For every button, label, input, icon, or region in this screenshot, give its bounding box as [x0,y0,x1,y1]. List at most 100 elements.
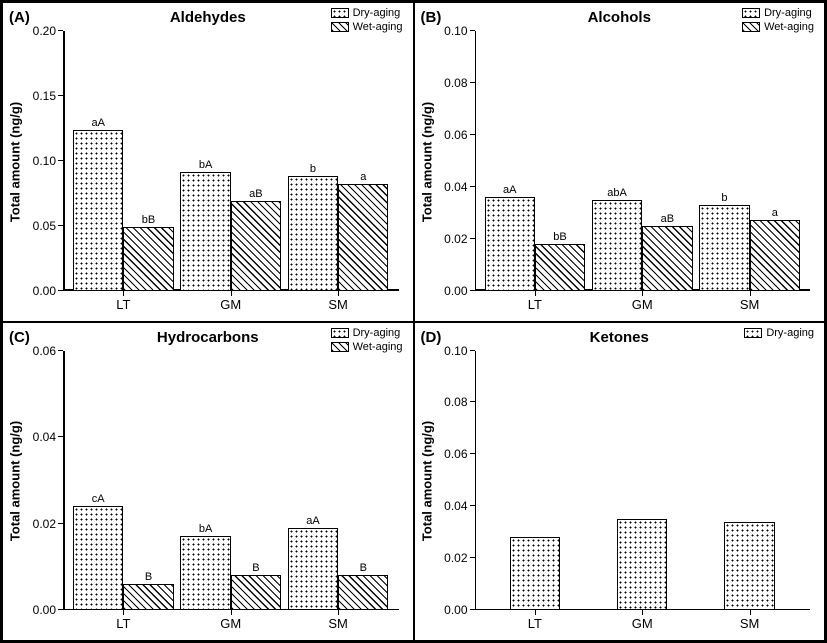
bar-annotation: cA [92,493,105,505]
y-tick [470,350,475,351]
x-tick [642,291,643,296]
bar-annotation: aA [306,515,319,527]
panel-label: (B) [421,9,442,26]
bar-dry [724,522,774,610]
y-tick-label: 0.08 [444,76,467,90]
bar-dry [617,519,667,610]
bar-annotation: B [360,562,367,574]
bar-annotation: bB [142,214,155,226]
figure-container: (A)AldehydesDry-agingWet-agingTotal amou… [0,0,827,643]
x-tick-label: GM [220,616,241,631]
y-tick-label: 0.10 [33,154,56,168]
bar-wet: bB [123,227,173,291]
panel-label: (C) [9,329,30,346]
y-tick-label: 0.02 [444,232,467,246]
y-axis-line [63,351,65,611]
bar-annotation: abA [607,187,627,199]
y-tick [470,134,475,135]
bar-wet: a [750,220,800,290]
plot-region: 0.000.020.040.060.080.10LTaAbBGMabAaBSMb… [475,31,811,291]
x-tick-label: LT [116,297,130,312]
bar-annotation: a [360,171,366,183]
y-tick-label: 0.08 [444,395,467,409]
y-axis-label: Total amount (ng/g) [8,102,23,222]
bar-annotation: aB [249,188,262,200]
bar-dry [510,537,560,610]
bar-dry: b [288,176,338,290]
chart-title: Aldehydes [170,9,246,26]
panel-label: (A) [9,9,30,26]
bar-annotation: aA [91,117,104,129]
chart-area: 0.000.020.040.060.080.10LTGMSM [475,351,811,611]
legend-item-dry: Dry-aging [331,327,403,339]
bar-dry: aA [485,197,535,290]
x-tick-label: SM [328,616,348,631]
y-tick [58,95,63,96]
bar-dry: abA [592,200,642,291]
legend-swatch [331,328,349,338]
legend-label: Dry-aging [766,327,814,339]
y-tick [58,30,63,31]
legend-item-dry: Dry-aging [331,7,403,19]
bar-annotation: aB [661,213,674,225]
panel-C: (C)HydrocarbonsDry-agingWet-agingTotal a… [2,322,414,642]
bar-wet: aB [231,201,281,291]
y-tick-label: 0.04 [444,499,467,513]
y-axis-line [475,31,477,291]
y-tick-label: 0.00 [33,284,56,298]
legend-label: Dry-aging [353,327,401,339]
x-tick [231,610,232,615]
bar-annotation: b [721,192,727,204]
bar-dry: aA [288,528,338,610]
y-tick-label: 0.00 [33,603,56,617]
y-tick-label: 0.15 [33,89,56,103]
bar-wet: B [123,584,173,610]
x-tick-label: SM [328,297,348,312]
plot-region: 0.000.020.040.060.080.10LTGMSM [475,351,811,611]
chart-title: Alcohols [588,9,651,26]
x-tick-label: SM [740,297,760,312]
bar-annotation: aA [503,184,516,196]
plot-region: 0.000.020.040.06LTcABGMbABSMaAB [63,351,399,611]
y-tick [58,350,63,351]
y-tick [470,453,475,454]
y-tick-label: 0.06 [444,447,467,461]
y-axis-line [63,31,65,291]
y-tick-label: 0.00 [444,603,467,617]
chart-title: Ketones [590,329,649,346]
y-tick [470,557,475,558]
bar-dry: aA [73,130,123,291]
y-tick [58,225,63,226]
bar-wet: aB [642,226,692,291]
x-tick [231,291,232,296]
y-axis-label: Total amount (ng/g) [419,102,434,222]
x-tick [642,610,643,615]
y-tick-label: 0.10 [444,344,467,358]
y-tick [470,609,475,610]
y-tick [470,290,475,291]
x-tick-label: LT [528,616,542,631]
y-axis-line [475,351,477,611]
y-tick-label: 0.20 [33,24,56,38]
y-tick [470,30,475,31]
y-tick [470,401,475,402]
bar-dry: bA [180,536,230,610]
bar-wet: B [338,575,388,610]
legend-item-dry: Dry-aging [744,327,814,339]
bar-annotation: B [252,562,259,574]
y-tick-label: 0.10 [444,24,467,38]
y-tick-label: 0.06 [33,344,56,358]
x-tick [338,291,339,296]
bar-dry: bA [180,172,230,290]
x-tick [338,610,339,615]
y-tick [470,238,475,239]
y-axis-label: Total amount (ng/g) [419,421,434,541]
bar-annotation: bA [199,159,212,171]
chart-area: 0.000.050.100.150.20LTaAbBGMbAaBSMba [63,31,399,291]
x-tick-label: GM [632,297,653,312]
y-tick [58,436,63,437]
bar-annotation: bB [553,231,566,243]
y-tick [58,290,63,291]
x-tick [750,610,751,615]
y-tick-label: 0.06 [444,128,467,142]
